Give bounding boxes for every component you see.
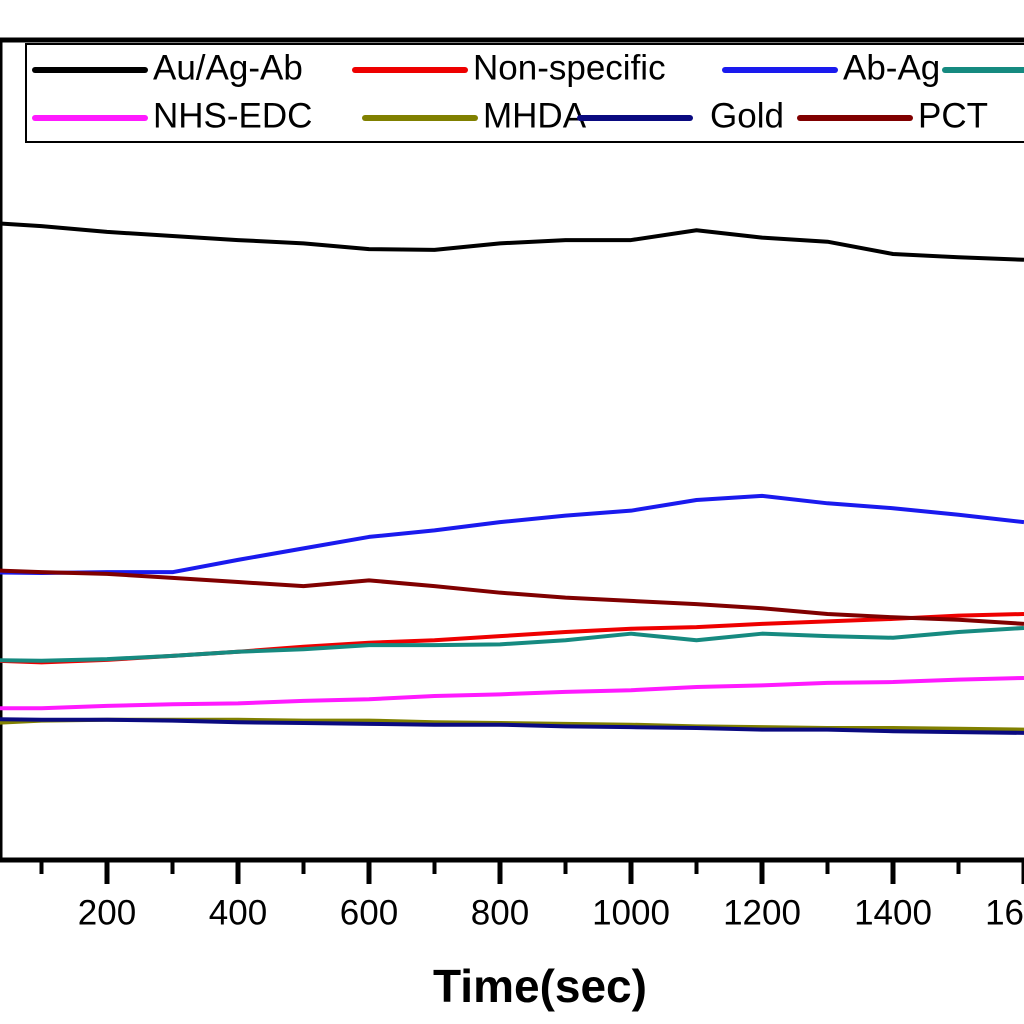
legend-box: [25, 43, 1024, 143]
legend-label: NHS-EDC: [153, 96, 312, 135]
x-tick-label: 200: [78, 893, 136, 932]
data-line: [0, 625, 1024, 663]
data-line: [0, 675, 1024, 711]
legend-label: Ab-Ag: [843, 48, 940, 87]
plot-frame: [0, 37, 1024, 863]
legend-label: MHDA: [483, 96, 587, 135]
x-tick-label: 600: [340, 893, 398, 932]
data-line: [0, 717, 1024, 735]
x-tick-label: 400: [209, 893, 267, 932]
x-tick-label: 1200: [723, 893, 801, 932]
x-tick-label: 1000: [592, 893, 670, 932]
x-axis-title: Time(sec): [433, 960, 647, 1012]
x-tick-label: 1400: [854, 893, 932, 932]
x-tick-label: 1600: [985, 893, 1024, 932]
legend-label: Non-specific: [473, 48, 666, 87]
data-line: [0, 568, 1024, 626]
data-line: [0, 493, 1024, 575]
legend-label: Au/Ag-Ab: [153, 48, 303, 87]
legend-label: Gold: [710, 96, 784, 135]
legend-label: PCT: [918, 96, 988, 135]
data-line: [0, 221, 1024, 262]
x-tick-label: 800: [471, 893, 529, 932]
